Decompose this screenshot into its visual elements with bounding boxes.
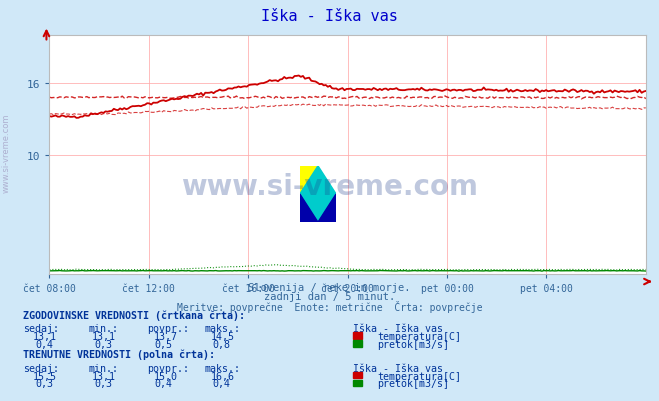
Polygon shape [300, 166, 336, 223]
Text: Iška - Iška vas: Iška - Iška vas [261, 9, 398, 24]
Text: maks.:: maks.: [204, 324, 241, 334]
Text: temperatura[C]: temperatura[C] [378, 332, 461, 342]
Text: Meritve: povprečne  Enote: metrične  Črta: povprečje: Meritve: povprečne Enote: metrične Črta:… [177, 300, 482, 312]
Text: povpr.:: povpr.: [147, 324, 189, 334]
Text: 0,4: 0,4 [213, 379, 231, 389]
Text: 0,5: 0,5 [155, 339, 173, 349]
Text: 13,1: 13,1 [92, 371, 116, 381]
Polygon shape [300, 194, 318, 223]
Text: 16,6: 16,6 [211, 371, 235, 381]
Text: 15,0: 15,0 [154, 371, 177, 381]
Text: 14,5: 14,5 [211, 332, 235, 342]
Text: pretok[m3/s]: pretok[m3/s] [378, 339, 449, 349]
Text: 13,1: 13,1 [92, 332, 116, 342]
Polygon shape [318, 194, 336, 223]
Text: Iška - Iška vas: Iška - Iška vas [353, 324, 443, 334]
Text: 0,4: 0,4 [155, 379, 173, 389]
Text: min.:: min.: [89, 324, 119, 334]
Text: 13,7: 13,7 [154, 332, 177, 342]
Text: TRENUTNE VREDNOSTI (polna črta):: TRENUTNE VREDNOSTI (polna črta): [23, 349, 215, 359]
Text: www.si-vreme.com: www.si-vreme.com [2, 113, 11, 192]
Text: 0,3: 0,3 [94, 339, 112, 349]
Text: pretok[m3/s]: pretok[m3/s] [378, 379, 449, 389]
Text: zadnji dan / 5 minut.: zadnji dan / 5 minut. [264, 291, 395, 301]
Text: Slovenija / reke in morje.: Slovenija / reke in morje. [248, 282, 411, 292]
Text: 0,8: 0,8 [213, 339, 231, 349]
Text: www.si-vreme.com: www.si-vreme.com [181, 172, 478, 200]
Polygon shape [300, 166, 318, 194]
Text: 13,1: 13,1 [33, 332, 57, 342]
Text: 0,3: 0,3 [35, 379, 53, 389]
Text: povpr.:: povpr.: [147, 363, 189, 373]
Text: ZGODOVINSKE VREDNOSTI (črtkana črta):: ZGODOVINSKE VREDNOSTI (črtkana črta): [23, 310, 245, 320]
Text: 0,4: 0,4 [35, 339, 53, 349]
Text: 15,5: 15,5 [33, 371, 57, 381]
Text: temperatura[C]: temperatura[C] [378, 371, 461, 381]
Text: min.:: min.: [89, 363, 119, 373]
Text: 0,3: 0,3 [94, 379, 112, 389]
Text: sedaj:: sedaj: [23, 324, 59, 334]
Text: sedaj:: sedaj: [23, 363, 59, 373]
Text: maks.:: maks.: [204, 363, 241, 373]
Text: Iška - Iška vas: Iška - Iška vas [353, 363, 443, 373]
